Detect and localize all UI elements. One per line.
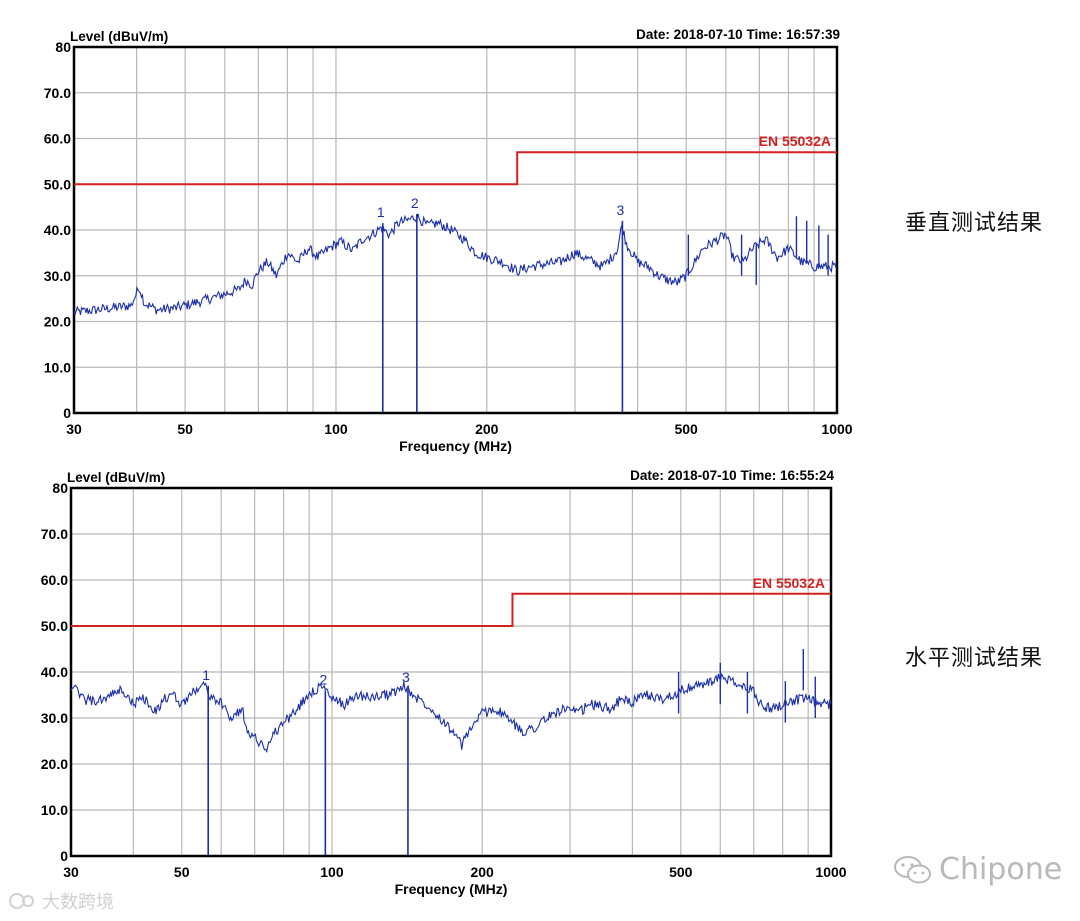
- limit-line-label: EN 55032A: [759, 133, 831, 149]
- y-tick-label: 0: [60, 848, 68, 864]
- chipone-watermark: Chipone: [893, 852, 1062, 887]
- x-tick-label: 500: [669, 864, 693, 880]
- x-tick-label: 200: [470, 864, 494, 880]
- y-tick-label: 50.0: [44, 176, 71, 192]
- bottom-left-watermark-text: 大数跨境: [42, 892, 114, 913]
- y-axis-title: Level (dBuV/m): [67, 470, 165, 485]
- measurement-trace: [73, 213, 838, 316]
- x-tick-label: 200: [475, 421, 499, 437]
- y-tick-label: 40.0: [41, 664, 68, 680]
- limit-line: [71, 592, 831, 627]
- x-tick-label: 30: [66, 421, 82, 437]
- y-tick-label: 50.0: [41, 618, 68, 634]
- caption-vertical-result: 垂直测试结果: [905, 211, 1044, 236]
- x-tick-label: 30: [63, 864, 79, 880]
- y-tick-label: 70.0: [41, 526, 68, 542]
- measurement-trace: [70, 672, 832, 754]
- y-tick-label: 70.0: [44, 85, 71, 101]
- plot-frame: [72, 45, 839, 415]
- x-axis-title: Frequency (MHz): [395, 881, 508, 897]
- brand-logo-icon: [9, 893, 34, 909]
- plot-frame: [69, 486, 833, 858]
- x-tick-label: 1000: [815, 864, 846, 880]
- y-tick-label: 60.0: [44, 131, 71, 147]
- x-tick-label: 500: [674, 421, 698, 437]
- chart-panel-1: 0 10.0 20.0 30.0 40.0 50.0 60.0 70.0 80 30 50 100 20…: [44, 27, 853, 454]
- y-tick-label: 30.0: [44, 268, 71, 284]
- x-axis-title: Frequency (MHz): [399, 438, 512, 454]
- limit-line-label: EN 55032A: [753, 575, 825, 591]
- bottom-left-watermark: 大数跨境: [8, 888, 114, 914]
- y-axis-title: Level (dBuV/m): [70, 29, 168, 44]
- timestamp-header: Date: 2018-07-10 Time: 16:57:39: [636, 27, 840, 42]
- marker-label: 1: [377, 204, 385, 220]
- x-tick-label: 100: [320, 864, 344, 880]
- y-tick-label: 10.0: [41, 802, 68, 818]
- x-tick-label: 50: [177, 421, 193, 437]
- x-tick-label: 1000: [821, 421, 852, 437]
- chart-panel-2: 0 10.0 20.0 30.0 40.0 50.0 60.0 70.0 80 30 50 100 20…: [41, 468, 847, 897]
- marker-label: 1: [202, 667, 210, 683]
- y-tick-label: 30.0: [41, 710, 68, 726]
- marker-label: 3: [617, 202, 625, 218]
- y-tick-label: 0: [63, 405, 71, 421]
- x-tick-label: 100: [324, 421, 348, 437]
- y-tick-label: 80: [55, 39, 71, 55]
- wechat-icon: [894, 855, 931, 883]
- y-tick-label: 80: [52, 480, 68, 496]
- marker-label: 3: [402, 669, 410, 685]
- limit-line: [74, 151, 837, 186]
- marker-label: 2: [411, 195, 419, 211]
- timestamp-header: Date: 2018-07-10 Time: 16:55:24: [630, 468, 834, 483]
- caption-horizontal-result: 水平测试结果: [905, 646, 1044, 671]
- y-tick-label: 40.0: [44, 222, 71, 238]
- y-tick-label: 60.0: [41, 572, 68, 588]
- x-tick-label: 50: [174, 864, 190, 880]
- y-tick-label: 20.0: [44, 314, 71, 330]
- marker-label: 2: [319, 671, 327, 687]
- y-tick-label: 10.0: [44, 359, 71, 375]
- y-tick-label: 20.0: [41, 756, 68, 772]
- chipone-text: Chipone: [939, 852, 1063, 887]
